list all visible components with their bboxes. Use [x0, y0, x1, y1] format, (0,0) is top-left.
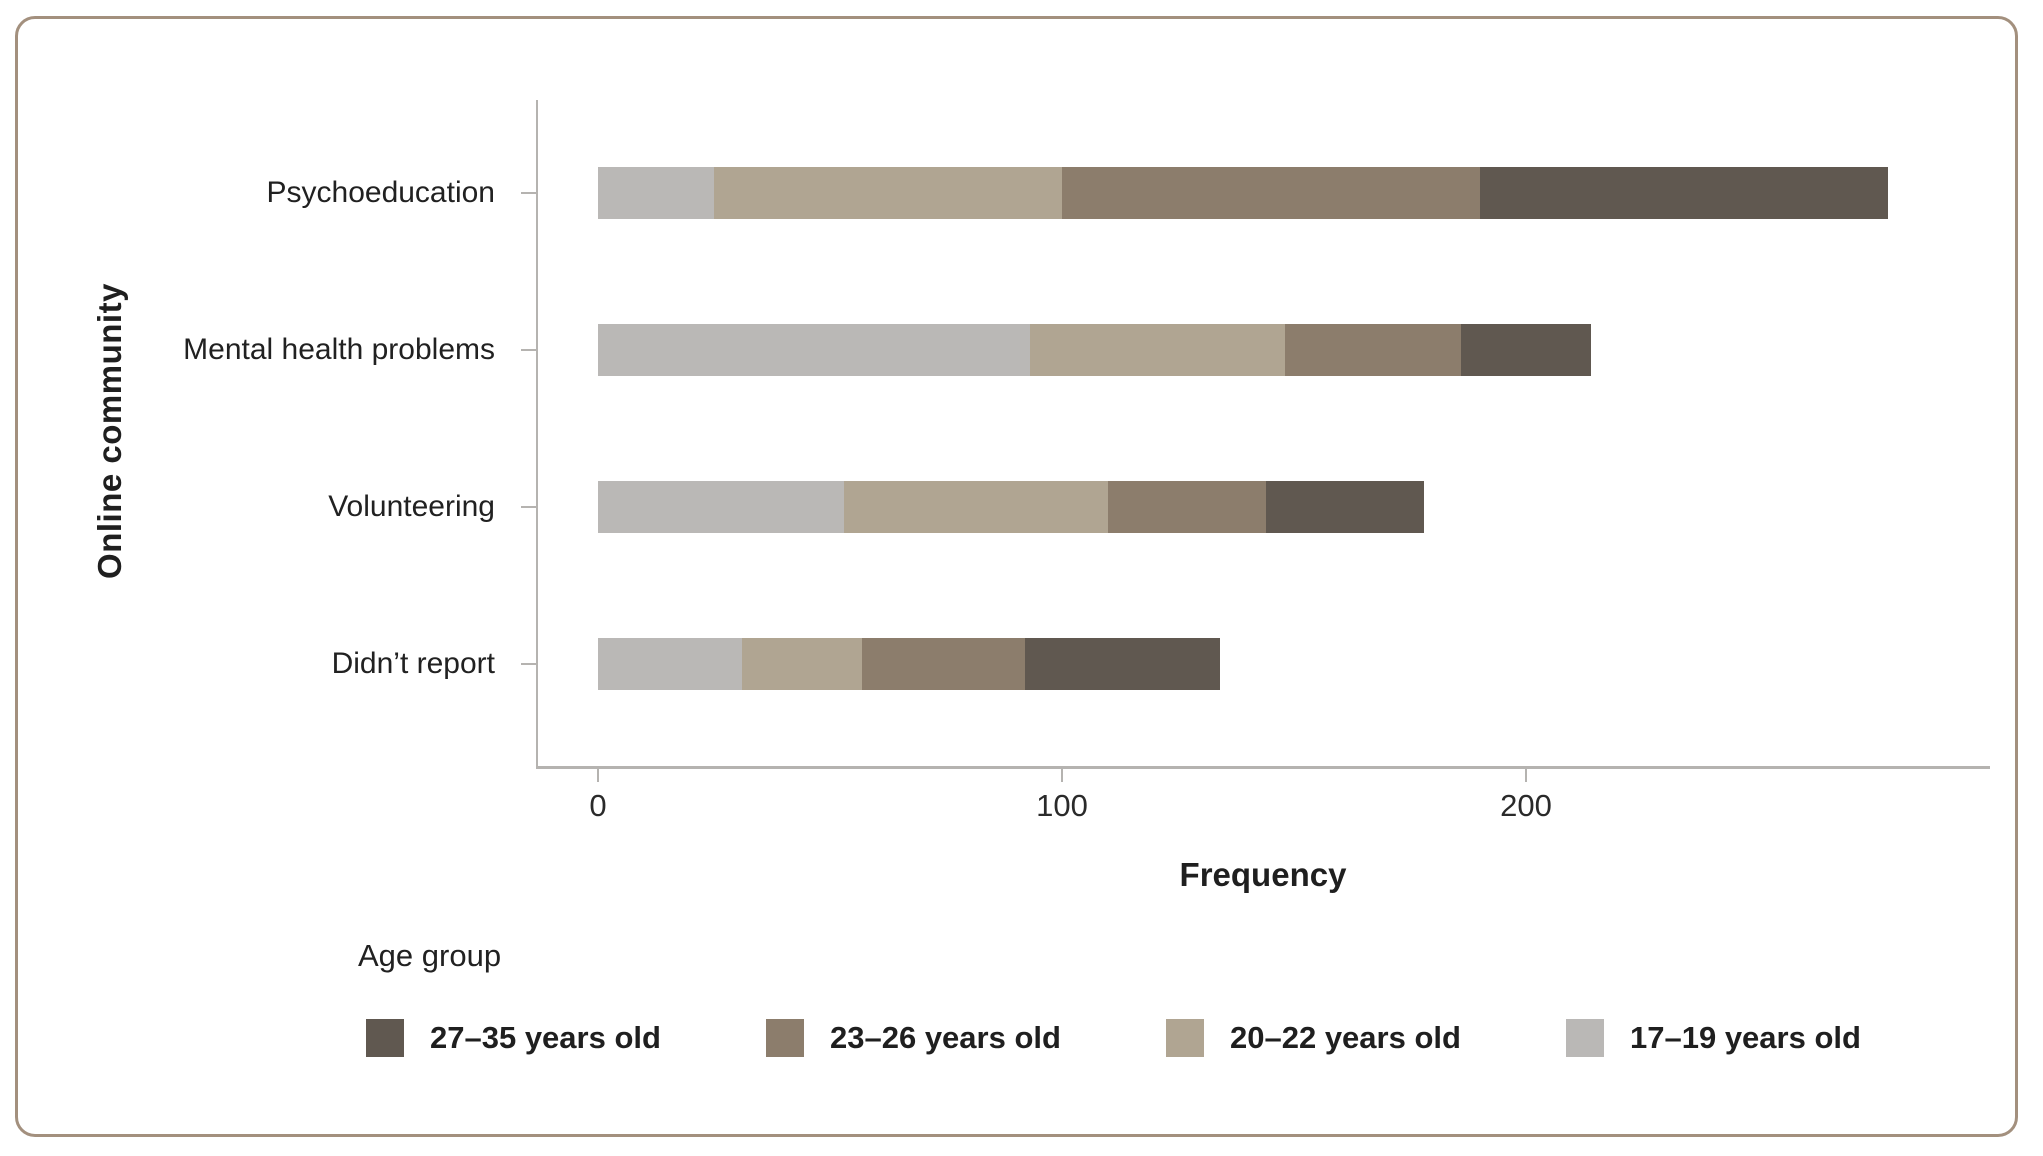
legend-swatch — [1166, 1019, 1204, 1057]
bar-segment — [1108, 481, 1267, 533]
y-axis-tick — [521, 192, 536, 194]
bar-segment — [862, 638, 1025, 690]
x-axis-tick-label: 200 — [1500, 788, 1552, 823]
bar-segment — [1024, 638, 1220, 690]
legend-item-label: 23–26 years old — [830, 1020, 1061, 1055]
bar-segment — [1266, 481, 1424, 533]
y-axis-category-label: Volunteering — [328, 490, 495, 523]
bar-segment — [1062, 167, 1480, 219]
bar-segment — [1029, 324, 1285, 376]
x-axis-line — [536, 766, 1990, 769]
bar-segment — [741, 638, 863, 690]
y-axis-category-label: Didn’t report — [331, 647, 495, 680]
legend-swatch — [1566, 1019, 1604, 1057]
x-axis-tick — [1061, 769, 1063, 782]
y-axis-line — [536, 100, 538, 766]
x-axis-tick-label: 0 — [589, 788, 607, 823]
bar-segment — [1284, 324, 1462, 376]
x-axis-tick — [1525, 769, 1527, 782]
bar-segment — [598, 481, 844, 533]
legend-item-label: 17–19 years old — [1630, 1020, 1861, 1055]
legend-item: 27–35 years old — [366, 1012, 661, 1064]
x-axis-tick-label: 100 — [1036, 788, 1088, 823]
legend-item: 20–22 years old — [1166, 1012, 1461, 1064]
legend-item-label: 27–35 years old — [430, 1020, 661, 1055]
bar-segment — [843, 481, 1109, 533]
legend-item: 23–26 years old — [766, 1012, 1061, 1064]
bar-segment — [714, 167, 1062, 219]
stacked-bar — [598, 481, 1424, 533]
bar-segment — [1479, 167, 1888, 219]
bar-segment — [598, 167, 714, 219]
bar-segment — [1461, 324, 1591, 376]
legend-swatch — [766, 1019, 804, 1057]
bar-segment — [598, 324, 1030, 376]
stacked-bar — [598, 638, 1220, 690]
y-axis-tick — [521, 506, 536, 508]
stacked-bar — [598, 167, 1888, 219]
y-axis-tick — [521, 349, 536, 351]
x-axis-title: Frequency — [1179, 856, 1347, 893]
bar-segment — [598, 638, 742, 690]
y-axis-tick — [521, 663, 536, 665]
y-axis-category-label: Mental health problems — [183, 333, 495, 366]
y-axis-category-label: Psychoeducation — [266, 176, 496, 209]
stacked-bar — [598, 324, 1591, 376]
legend-item-label: 20–22 years old — [1230, 1020, 1461, 1055]
legend-item: 17–19 years old — [1566, 1012, 1861, 1064]
x-axis-tick — [597, 769, 599, 782]
legend-swatch — [366, 1019, 404, 1057]
legend-title: Age group — [358, 938, 502, 973]
